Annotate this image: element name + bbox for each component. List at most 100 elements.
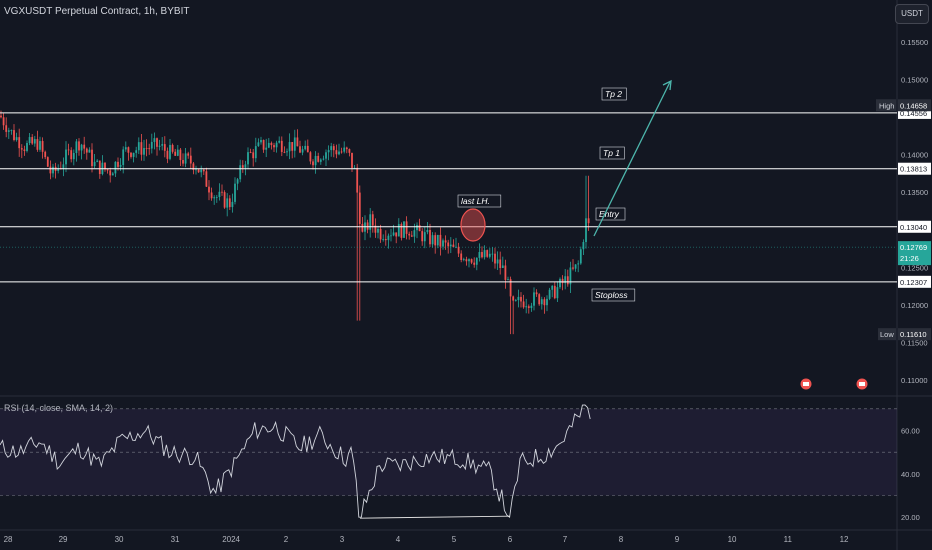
projection-arrowhead <box>662 79 672 91</box>
candle-body-1 <box>2 117 5 126</box>
candle-body-74 <box>192 163 195 170</box>
candle-body-44 <box>114 161 117 174</box>
candle-body-12 <box>31 137 34 144</box>
candle-body-148 <box>384 239 387 241</box>
candle-body-18 <box>46 157 49 167</box>
candle-body-2 <box>5 125 8 132</box>
time-label-14: 11 <box>784 535 793 544</box>
candle-body-26 <box>67 149 70 151</box>
tp2-label-box <box>601 87 627 101</box>
candle-body-132 <box>343 147 346 152</box>
candle-body-43 <box>111 173 114 176</box>
candle-body-208 <box>540 299 543 305</box>
candle-body-105 <box>273 145 275 148</box>
candle-body-51 <box>132 152 135 157</box>
candle-body-28 <box>72 153 75 160</box>
candle-body-63 <box>163 144 166 151</box>
candle-body-118 <box>306 145 309 153</box>
candle-body-71 <box>184 153 187 164</box>
candle-body-191 <box>496 259 499 264</box>
bar-countdown: 21:26 <box>900 254 919 263</box>
candle-body-225 <box>585 218 587 243</box>
candle-body-117 <box>304 145 307 150</box>
candle-body-178 <box>462 259 465 261</box>
last-lh-label: last LH. <box>461 196 490 206</box>
candle-body-186 <box>483 250 486 258</box>
candle-body-102 <box>265 147 268 150</box>
candle-body-150 <box>390 235 392 237</box>
candle-body-24 <box>62 164 65 169</box>
candle-body-88 <box>228 198 231 208</box>
candle-body-16 <box>41 141 44 152</box>
low-badge <box>878 328 896 341</box>
entry-level-line-tag <box>898 220 931 233</box>
candle-body-48 <box>124 147 127 150</box>
candle-body-221 <box>574 264 577 269</box>
candle-body-9 <box>23 149 26 151</box>
candle-body-160 <box>416 225 418 231</box>
candle-body-45 <box>117 161 119 167</box>
candle-body-144 <box>374 225 377 233</box>
candle-body-56 <box>145 148 148 149</box>
candle-body-106 <box>275 142 278 148</box>
current-price-tag <box>898 241 931 266</box>
candle-body-131 <box>340 151 343 153</box>
tp2-label: Tp 2 <box>605 89 622 99</box>
candle-body-77 <box>200 169 203 173</box>
candle-body-59 <box>153 138 156 142</box>
time-label-7: 4 <box>396 535 401 544</box>
candle-body-219 <box>569 267 572 285</box>
chart-title: VGXUSDT Perpetual Contract, 1h, BYBIT <box>4 6 190 17</box>
candle-body-95 <box>247 152 249 165</box>
candle-body-57 <box>148 148 151 150</box>
candle-body-38 <box>98 160 101 175</box>
candle-body-215 <box>559 278 561 288</box>
candle-body-47 <box>122 149 125 165</box>
candle-body-161 <box>418 225 421 232</box>
price-tick-5: 0.12000 <box>901 301 928 310</box>
candle-body-109 <box>283 151 286 153</box>
price-tick-4: 0.12500 <box>901 263 928 272</box>
candle-body-11 <box>28 137 31 143</box>
candle-body-126 <box>327 150 330 153</box>
projection-arrow[interactable] <box>593 81 671 237</box>
candle-body-82 <box>213 197 216 199</box>
candle-body-78 <box>202 169 205 172</box>
candle-body-173 <box>449 244 452 247</box>
candle-body-14 <box>36 139 39 150</box>
time-label-4: 2024 <box>222 535 240 544</box>
candle-body-112 <box>291 142 294 151</box>
time-label-11: 8 <box>619 535 624 544</box>
time-label-2: 30 <box>115 535 124 544</box>
candle-body-0 <box>0 115 2 118</box>
candle-body-188 <box>488 253 491 257</box>
candle-body-101 <box>262 139 265 150</box>
currency-button[interactable]: USDT <box>895 4 929 24</box>
candle-body-180 <box>468 259 470 262</box>
candle-body-65 <box>169 144 171 159</box>
candle-body-94 <box>244 164 247 168</box>
time-label-10: 7 <box>563 535 568 544</box>
candle-body-187 <box>486 250 489 257</box>
candle-body-55 <box>143 148 145 155</box>
candle-body-168 <box>436 234 439 246</box>
candle-body-98 <box>254 146 257 159</box>
candle-body-37 <box>96 160 99 162</box>
candle-body-210 <box>546 298 548 306</box>
candle-body-97 <box>252 152 255 159</box>
rsi-band <box>0 408 897 496</box>
candle-body-198 <box>514 300 517 301</box>
candle-body-153 <box>397 224 400 237</box>
candle-body-216 <box>561 278 564 284</box>
candle-body-86 <box>223 192 226 208</box>
candle-body-123 <box>319 159 322 162</box>
candle-body-202 <box>525 306 528 308</box>
rsi-divergence-line[interactable] <box>359 515 511 519</box>
candle-body-165 <box>429 230 431 245</box>
last-lh-marker[interactable] <box>460 208 486 242</box>
candle-body-143 <box>371 214 374 226</box>
candle-body-121 <box>314 155 317 166</box>
candle-body-50 <box>130 152 132 157</box>
price-tick-2: 0.14000 <box>901 151 928 160</box>
